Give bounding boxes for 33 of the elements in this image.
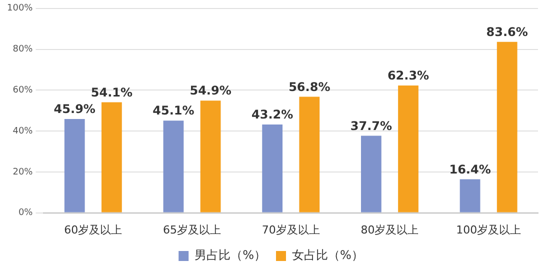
data-label: 62.3% bbox=[387, 68, 430, 83]
bar bbox=[200, 100, 221, 212]
bar bbox=[299, 96, 320, 212]
data-label: 45.9% bbox=[54, 102, 96, 116]
data-label: 54.1% bbox=[90, 85, 133, 100]
bar bbox=[163, 120, 184, 212]
x-tick-label: 65岁及以上 bbox=[163, 223, 222, 236]
legend-label: 男占比（%） bbox=[194, 248, 266, 262]
y-tick-label: 40% bbox=[12, 126, 34, 136]
y-tick-label: 100% bbox=[6, 4, 34, 14]
y-tick-label: 60% bbox=[12, 86, 34, 96]
data-label: 43.2% bbox=[252, 108, 294, 122]
data-label: 83.6% bbox=[486, 25, 528, 40]
bar bbox=[64, 118, 85, 212]
y-tick-label: 80% bbox=[12, 44, 34, 55]
x-tick-label: 100岁及以上 bbox=[456, 223, 522, 236]
data-label: 37.7% bbox=[350, 118, 392, 133]
y-tick-label: 20% bbox=[12, 167, 34, 178]
legend-label: 女占比（%） bbox=[292, 248, 364, 262]
bar bbox=[102, 102, 122, 212]
bar bbox=[398, 85, 418, 212]
x-tick-label: 70岁及以上 bbox=[262, 223, 320, 236]
data-label: 45.1% bbox=[152, 104, 194, 118]
bar bbox=[360, 136, 382, 212]
x-tick-label: 60岁及以上 bbox=[64, 223, 122, 236]
bar bbox=[460, 179, 480, 212]
data-label: 56.8% bbox=[288, 80, 330, 94]
bar bbox=[496, 42, 518, 212]
y-tick-label: 0% bbox=[18, 208, 34, 218]
bar bbox=[262, 124, 283, 212]
data-label: 54.9% bbox=[190, 84, 232, 98]
x-tick-label: 80岁及以上 bbox=[360, 223, 419, 236]
data-label: 16.4% bbox=[449, 162, 491, 176]
